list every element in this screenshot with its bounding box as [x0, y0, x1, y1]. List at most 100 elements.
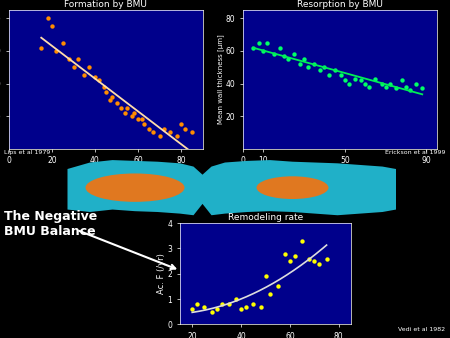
- Point: [317, 68, 324, 73]
- Point: [267, 291, 274, 297]
- Title: Remodeling rate: Remodeling rate: [228, 213, 303, 222]
- Point: [284, 56, 292, 62]
- Point: [297, 61, 304, 67]
- Point: [286, 258, 293, 264]
- Point: [59, 40, 66, 45]
- Point: [233, 296, 240, 302]
- Point: [141, 122, 148, 127]
- Point: [243, 304, 250, 310]
- Point: [311, 258, 318, 264]
- Text: Erickson et al 1999: Erickson et al 1999: [385, 150, 446, 155]
- Point: [194, 301, 201, 307]
- Point: [128, 114, 135, 119]
- Point: [301, 56, 308, 62]
- Point: [213, 307, 220, 312]
- Point: [260, 48, 267, 54]
- Point: [337, 73, 344, 78]
- Point: [225, 301, 233, 307]
- Title: Formation by BMU: Formation by BMU: [64, 0, 147, 9]
- Point: [386, 81, 393, 86]
- Point: [413, 81, 420, 86]
- Point: [250, 45, 257, 50]
- Title: Resorption by BMU: Resorption by BMU: [297, 0, 382, 9]
- Point: [281, 251, 288, 256]
- Polygon shape: [68, 160, 396, 215]
- Point: [402, 84, 410, 90]
- Point: [306, 256, 313, 261]
- Point: [331, 68, 338, 73]
- Point: [173, 133, 180, 138]
- Point: [145, 126, 153, 132]
- Point: [81, 73, 88, 78]
- Point: [250, 301, 257, 307]
- Point: [166, 130, 174, 135]
- Point: [351, 76, 359, 81]
- Point: [135, 117, 142, 122]
- Point: [262, 274, 269, 279]
- Point: [358, 77, 365, 83]
- Text: The Negative
BMU Balance: The Negative BMU Balance: [4, 210, 98, 238]
- Point: [298, 238, 306, 244]
- Point: [160, 126, 167, 132]
- Text: Vedi et al 1982: Vedi et al 1982: [398, 327, 446, 332]
- Point: [102, 89, 109, 94]
- Point: [188, 130, 195, 135]
- Point: [108, 94, 116, 99]
- Point: [130, 110, 137, 116]
- Point: [113, 100, 120, 106]
- Point: [208, 309, 216, 314]
- Point: [378, 81, 385, 86]
- Point: [418, 86, 426, 91]
- Point: [257, 304, 264, 310]
- Point: [310, 61, 318, 67]
- Point: [124, 105, 131, 111]
- Point: [325, 73, 332, 78]
- Point: [66, 56, 73, 62]
- Point: [156, 133, 163, 138]
- Point: [70, 65, 77, 70]
- Point: [280, 53, 288, 58]
- Ellipse shape: [86, 173, 184, 202]
- Point: [392, 86, 399, 91]
- Point: [218, 301, 225, 307]
- Point: [270, 51, 277, 57]
- Ellipse shape: [256, 176, 328, 199]
- Point: [366, 84, 373, 90]
- Point: [406, 87, 414, 93]
- Point: [238, 307, 245, 312]
- Point: [85, 65, 92, 70]
- Point: [100, 84, 107, 90]
- Point: [189, 307, 196, 312]
- Point: [276, 45, 283, 50]
- Y-axis label: Mean wall thickness [µm]: Mean wall thickness [µm]: [217, 34, 224, 124]
- Point: [382, 84, 389, 90]
- Point: [264, 40, 271, 45]
- Point: [201, 304, 208, 310]
- Point: [290, 51, 297, 57]
- Point: [44, 16, 51, 21]
- Point: [139, 117, 146, 122]
- Text: Lips et al 1979: Lips et al 1979: [4, 150, 51, 155]
- X-axis label: Age (yr): Age (yr): [323, 167, 357, 176]
- Point: [398, 77, 405, 83]
- Point: [177, 122, 184, 127]
- Point: [122, 110, 129, 116]
- Point: [149, 130, 157, 135]
- Point: [182, 126, 189, 132]
- Point: [117, 105, 124, 111]
- Point: [74, 56, 81, 62]
- Point: [91, 74, 99, 80]
- Point: [362, 81, 369, 86]
- Point: [96, 77, 103, 83]
- Point: [305, 65, 312, 70]
- Point: [256, 40, 263, 45]
- Point: [323, 256, 330, 261]
- Point: [321, 65, 328, 70]
- Point: [38, 45, 45, 50]
- Point: [274, 284, 281, 289]
- Point: [341, 77, 348, 83]
- Point: [291, 254, 298, 259]
- Point: [372, 76, 379, 81]
- Point: [315, 261, 323, 266]
- Point: [107, 97, 114, 102]
